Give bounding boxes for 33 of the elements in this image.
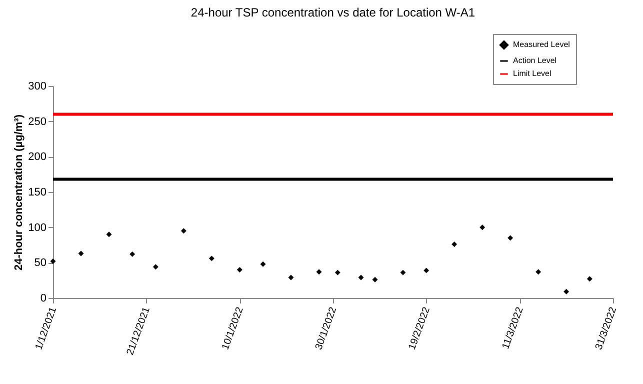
point (78, 250, 84, 256)
y-tick-label: 150 (28, 186, 46, 198)
point (536, 269, 542, 275)
point (152, 264, 158, 270)
chart-title: 24-hour TSP concentration vs date for Location W-A1 (190, 6, 476, 20)
point (480, 224, 486, 230)
point (208, 256, 214, 262)
point (288, 274, 294, 280)
y-tick-label: 200 (28, 151, 46, 164)
y-tick-label: 250 (28, 116, 46, 128)
point (180, 228, 186, 234)
point (358, 274, 364, 280)
point (508, 235, 514, 241)
legend-label: Measured Level (513, 40, 570, 49)
point (260, 261, 266, 267)
point (316, 269, 322, 275)
point (586, 276, 592, 282)
point (424, 268, 430, 274)
y-tick-label: 0 (40, 292, 46, 304)
y-tick-label: 300 (28, 80, 46, 92)
point (130, 251, 136, 257)
point (106, 232, 112, 238)
point (452, 242, 458, 248)
point (236, 266, 242, 272)
point (564, 288, 570, 294)
point (334, 270, 340, 276)
point (400, 270, 406, 276)
legend-label: Action Level (513, 56, 557, 65)
point (372, 276, 378, 282)
y-tick-label: 100 (28, 222, 46, 234)
y-tick-label: 50 (34, 257, 46, 270)
legend-label: Limit Level (513, 69, 552, 78)
y-axis-title: 24-hour concentration (µg/m³) (13, 114, 26, 271)
